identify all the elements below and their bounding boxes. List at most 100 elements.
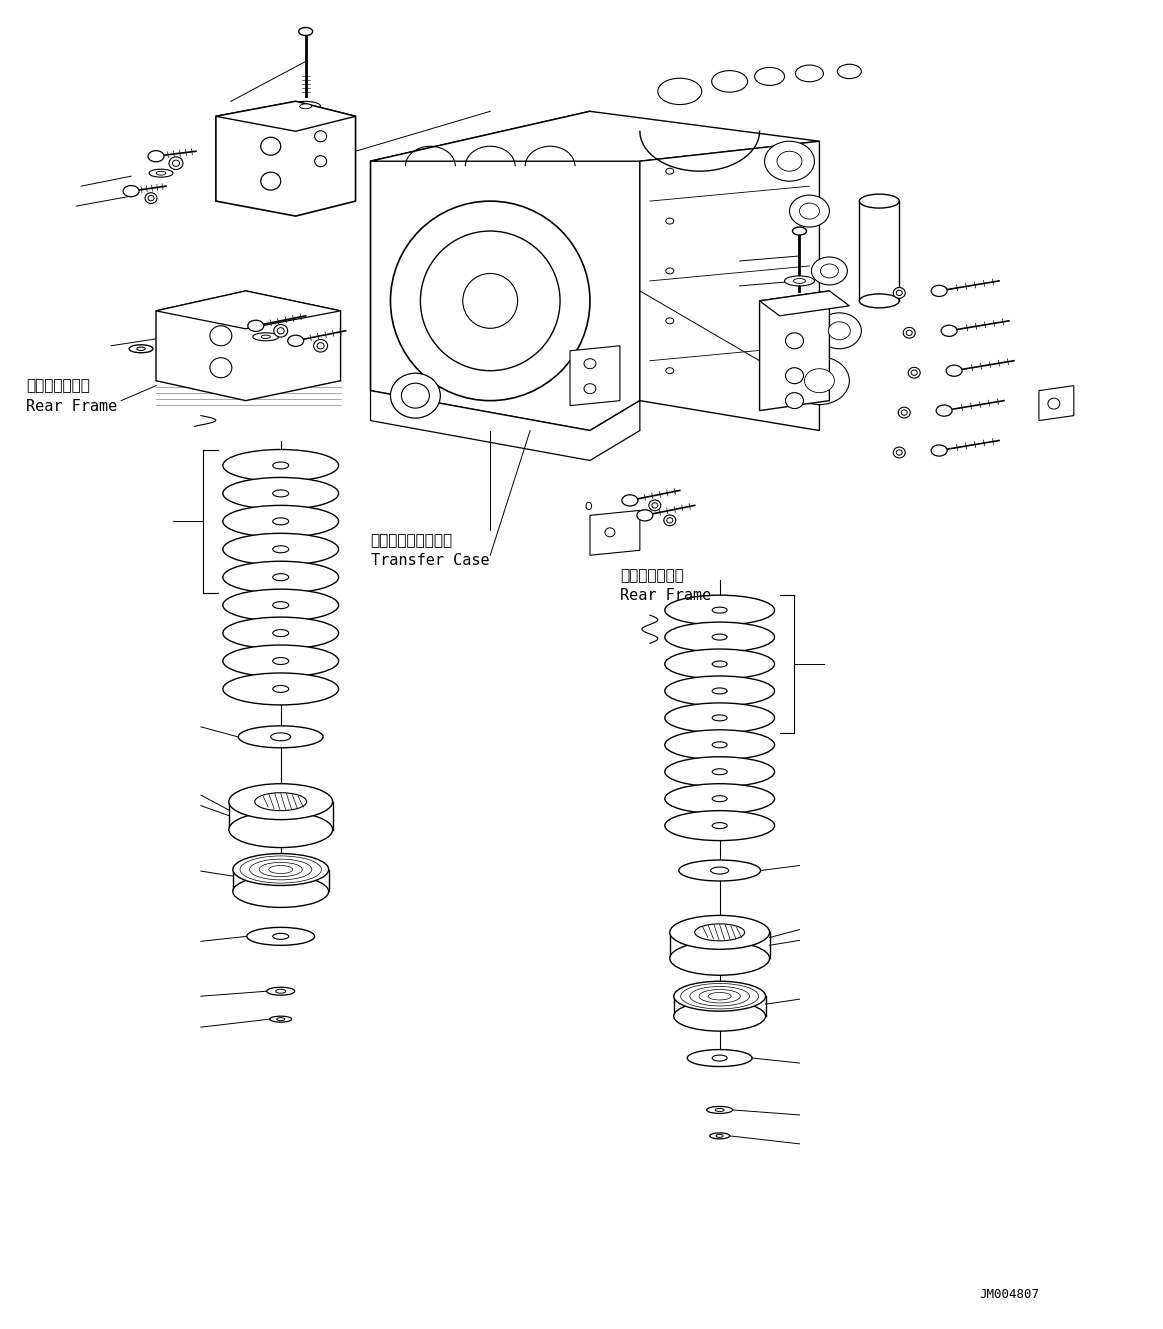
Ellipse shape [709,1132,729,1139]
Ellipse shape [651,502,658,508]
Ellipse shape [273,518,288,525]
Ellipse shape [229,812,333,848]
Ellipse shape [172,159,179,166]
Ellipse shape [233,853,329,885]
Ellipse shape [223,645,338,676]
Ellipse shape [315,155,327,166]
Polygon shape [371,112,820,161]
Ellipse shape [908,367,920,377]
Polygon shape [1039,385,1073,420]
Ellipse shape [777,152,802,171]
Ellipse shape [715,1108,725,1111]
Ellipse shape [670,941,770,975]
Ellipse shape [790,195,829,227]
Ellipse shape [137,347,145,351]
Ellipse shape [687,1050,752,1067]
Ellipse shape [463,274,518,328]
Text: リヤーフレーム: リヤーフレーム [27,379,91,393]
Ellipse shape [792,227,806,235]
Ellipse shape [799,203,820,219]
Ellipse shape [716,1135,723,1138]
Ellipse shape [605,528,615,537]
Ellipse shape [673,981,765,1011]
Ellipse shape [273,630,288,637]
Ellipse shape [712,742,727,748]
Polygon shape [156,291,341,328]
Ellipse shape [622,494,637,506]
Ellipse shape [233,876,329,908]
Ellipse shape [712,768,727,775]
Ellipse shape [300,104,312,109]
Ellipse shape [805,368,834,392]
Ellipse shape [273,602,288,609]
Polygon shape [371,391,640,460]
Ellipse shape [1048,399,1059,409]
Ellipse shape [694,924,744,941]
Ellipse shape [897,449,902,456]
Ellipse shape [764,141,814,181]
Ellipse shape [123,186,140,197]
Ellipse shape [912,369,918,375]
Ellipse shape [129,344,154,352]
Ellipse shape [223,533,338,565]
Ellipse shape [673,1001,765,1031]
Ellipse shape [273,324,287,338]
Ellipse shape [665,756,775,787]
Ellipse shape [255,792,307,811]
Ellipse shape [670,916,770,949]
Text: Rear Frame: Rear Frame [620,589,711,603]
Ellipse shape [273,546,288,553]
Polygon shape [216,101,356,132]
Ellipse shape [785,276,814,286]
Ellipse shape [156,171,166,175]
Ellipse shape [665,811,775,840]
Ellipse shape [223,477,338,509]
Ellipse shape [665,595,775,625]
Ellipse shape [712,688,727,694]
Ellipse shape [679,860,761,881]
Ellipse shape [707,1107,733,1114]
Ellipse shape [666,518,672,524]
Ellipse shape [901,409,907,415]
Ellipse shape [273,933,288,940]
Ellipse shape [584,359,595,368]
Ellipse shape [229,784,333,820]
Ellipse shape [223,617,338,649]
Text: Rear Frame: Rear Frame [27,399,117,413]
Ellipse shape [665,649,775,679]
Ellipse shape [932,286,947,296]
Ellipse shape [785,368,804,384]
Ellipse shape [712,796,727,801]
Ellipse shape [932,445,947,456]
Ellipse shape [897,290,902,295]
Ellipse shape [270,1017,292,1022]
Ellipse shape [859,194,899,209]
Ellipse shape [665,730,775,760]
Ellipse shape [818,312,862,348]
Ellipse shape [148,195,154,201]
Ellipse shape [711,867,729,874]
Ellipse shape [893,447,905,459]
Ellipse shape [391,201,590,400]
Ellipse shape [665,622,775,653]
Ellipse shape [209,358,231,377]
Polygon shape [371,112,640,431]
Ellipse shape [401,383,429,408]
Ellipse shape [785,392,804,408]
Ellipse shape [261,173,280,190]
Ellipse shape [712,634,727,641]
Ellipse shape [712,715,727,720]
Ellipse shape [665,169,673,174]
Ellipse shape [277,1018,285,1021]
Text: Transfer Case: Transfer Case [371,553,490,569]
Ellipse shape [665,368,673,373]
Ellipse shape [223,505,338,537]
Ellipse shape [223,561,338,593]
Ellipse shape [287,335,304,347]
Polygon shape [759,291,849,316]
Ellipse shape [273,658,288,664]
Ellipse shape [665,318,673,324]
Polygon shape [759,291,829,411]
Ellipse shape [266,987,294,995]
Ellipse shape [665,784,775,813]
